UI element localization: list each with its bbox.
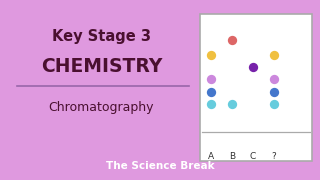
Point <box>271 90 276 93</box>
Point <box>271 53 276 56</box>
Point <box>250 65 255 68</box>
Point <box>271 77 276 80</box>
FancyBboxPatch shape <box>200 14 312 161</box>
Point <box>208 90 213 93</box>
Point <box>208 102 213 105</box>
Text: The Science Break: The Science Break <box>106 161 214 171</box>
Text: Key Stage 3: Key Stage 3 <box>52 29 151 44</box>
Text: B: B <box>228 152 235 161</box>
Text: C: C <box>250 152 256 161</box>
Point <box>208 77 213 80</box>
Text: CHEMISTRY: CHEMISTRY <box>41 57 162 76</box>
Point <box>229 39 234 42</box>
Text: A: A <box>208 152 214 161</box>
Point <box>229 102 234 105</box>
Text: ?: ? <box>271 152 276 161</box>
Point <box>271 102 276 105</box>
Text: Chromatography: Chromatography <box>49 101 154 114</box>
Point <box>208 53 213 56</box>
